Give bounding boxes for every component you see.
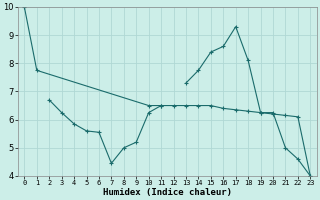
X-axis label: Humidex (Indice chaleur): Humidex (Indice chaleur) — [103, 188, 232, 197]
